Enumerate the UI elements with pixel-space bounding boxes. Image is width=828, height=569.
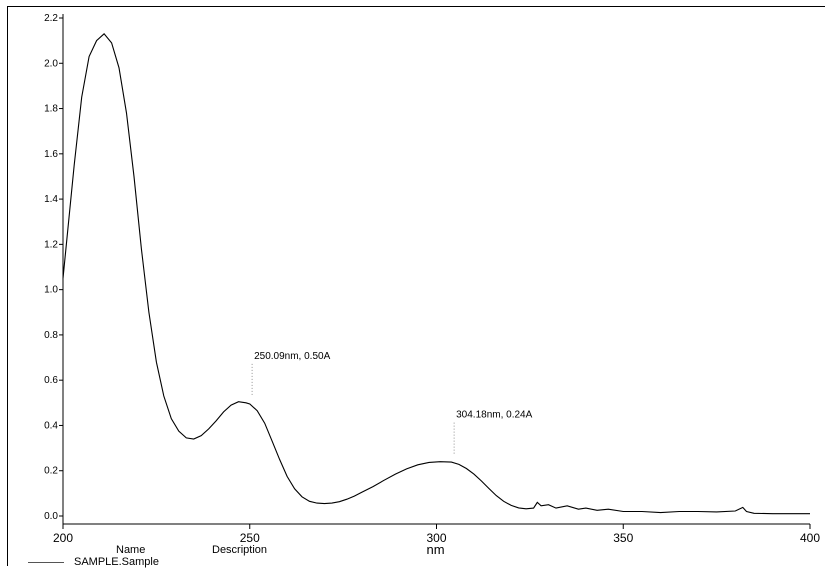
axis-ticks: 0.0 0.2 0.4 0.6 0.8 1.0 1.2 1.4 1.6 1.8 2.0 2.2 200 2… [44, 13, 820, 545]
legend-name-header: Name [116, 544, 146, 556]
axes [62, 14, 810, 525]
y-tick-label: 0.2 [44, 466, 58, 477]
series-layer [62, 33, 810, 515]
x-tick-label: 200 [53, 531, 73, 545]
y-tick-label: 0.4 [44, 420, 58, 431]
y-tick-label: 0.6 [44, 375, 58, 386]
x-tick-label: 350 [613, 531, 633, 545]
y-tick-label: 1.2 [44, 239, 58, 250]
legend-entry-name: SAMPLE.Sample [74, 556, 159, 568]
y-tick-label: 1.6 [44, 149, 58, 160]
legend-description-header: Description [212, 544, 268, 556]
x-tick-label: 250 [240, 531, 260, 545]
annotation-label: 304.18nm, 0.24A [456, 410, 532, 421]
x-axis-label: nm [426, 542, 444, 557]
y-tick-label: 0.0 [44, 511, 58, 522]
plot-frame [7, 6, 825, 566]
peak-annotations: 250.09nm, 0.50A 304.18nm, 0.24A [251, 351, 533, 454]
y-tick-label: 2.2 [44, 13, 58, 24]
y-tick-label: 1.8 [44, 104, 58, 115]
y-tick-label: 1.0 [44, 285, 58, 296]
series-line [62, 33, 810, 515]
legend-line-swatch [28, 562, 64, 563]
y-tick-label: 1.4 [44, 194, 58, 205]
y-tick-label: 0.8 [44, 330, 58, 341]
annotation-label: 250.09nm, 0.50A [254, 351, 330, 362]
x-tick-label: 300 [426, 531, 446, 545]
x-tick-label: 400 [800, 531, 820, 545]
y-tick-label: 2.0 [44, 58, 58, 69]
